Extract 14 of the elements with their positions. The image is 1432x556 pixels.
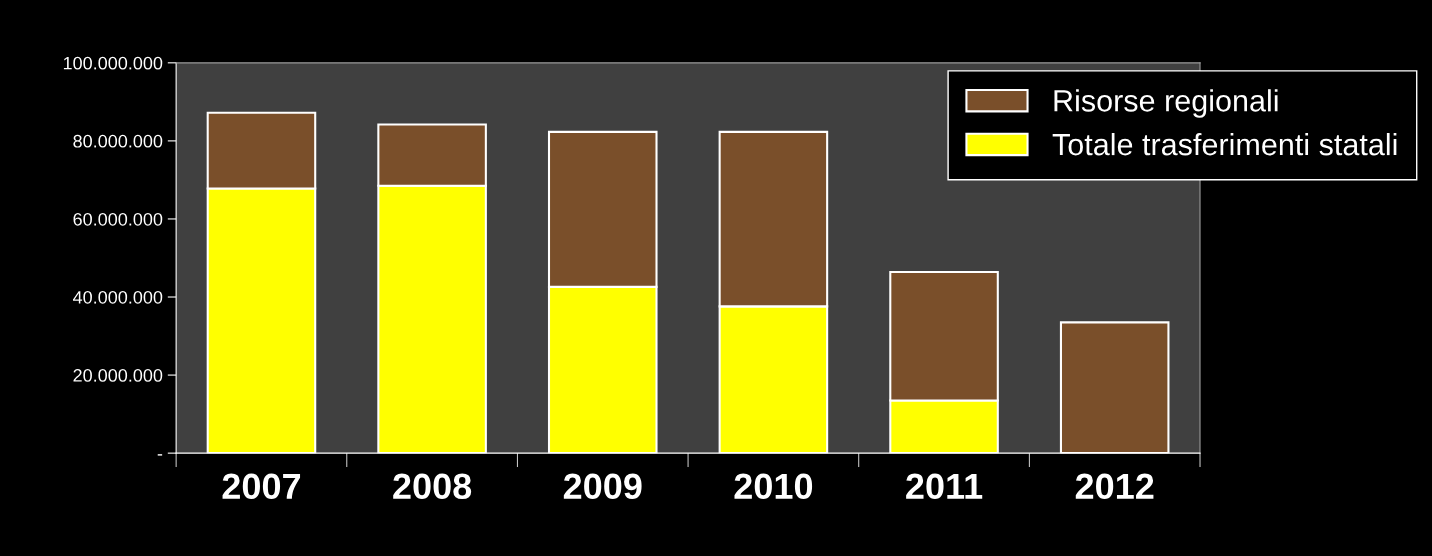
x-tick-label: 2011 [906,473,983,500]
x-tick-label: 2008 [393,473,472,500]
y-tick-label: 20.000.000 [73,369,163,382]
x-tick-label: 2012 [1075,473,1154,500]
x-tick-label: 2010 [734,473,813,500]
y-tick-label: - [157,454,163,456]
x-tick-label: 2009 [563,473,642,500]
y-tick-label: 100.000.000 [63,56,163,70]
y-tick-label: 40.000.000 [73,290,163,304]
legend-label: Risorse regionali [1054,89,1278,118]
y-tick-label: 60.000.000 [73,212,163,226]
y-tick-label: 80.000.000 [73,134,163,148]
x-tick-label: 2007 [222,473,301,500]
legend-label: Totale trasferimenti statali [1052,132,1397,156]
